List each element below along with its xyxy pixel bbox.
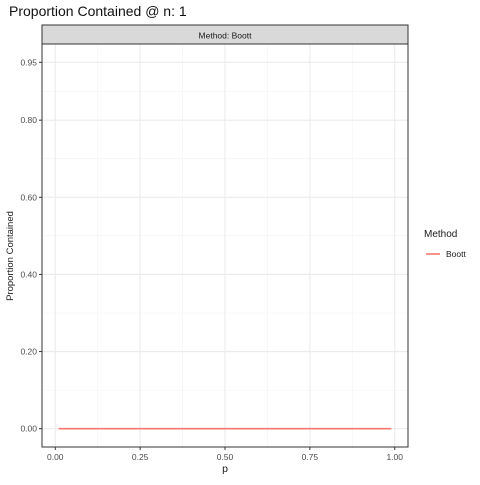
x-tick-label: 0.75: [302, 452, 319, 462]
y-tick-label: 0.80: [20, 115, 37, 125]
y-tick-label: 0.00: [20, 424, 37, 434]
chart-title: Proportion Contained @ n: 1: [9, 3, 187, 19]
y-tick-label: 0.60: [20, 192, 37, 202]
x-axis-title: p: [222, 463, 228, 475]
legend-title: Method: [424, 229, 457, 240]
x-tick-label: 0.50: [217, 452, 234, 462]
facet-label: Method: Boott: [199, 31, 253, 41]
y-axis-title: Proportion Contained: [5, 211, 16, 301]
x-tick-label: 1.00: [386, 452, 403, 462]
x-axis: 0.00 0.25 0.50 0.75 1.00: [47, 447, 403, 462]
x-tick-label: 0.00: [47, 452, 64, 462]
y-axis: 0.00 0.20 0.40 0.60 0.80 0.95: [20, 57, 42, 434]
legend-entries: Boott: [426, 249, 466, 259]
y-tick-label: 0.20: [20, 347, 37, 357]
legend-label-boott: Boott: [446, 249, 466, 259]
y-tick-label: 0.95: [20, 57, 37, 67]
y-tick-label: 0.40: [20, 269, 37, 279]
x-tick-label: 0.25: [132, 452, 149, 462]
